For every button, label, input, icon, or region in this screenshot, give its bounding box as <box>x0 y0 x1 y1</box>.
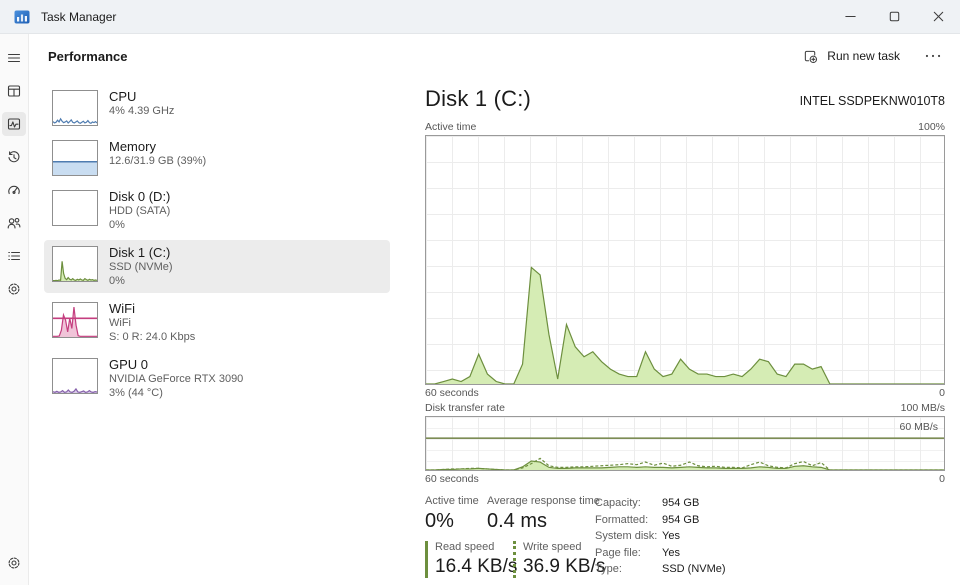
write-speed-block: Write speed 36.9 KB/s <box>513 541 605 578</box>
menu-icon[interactable] <box>2 46 26 70</box>
sidebar-item-details[interactable] <box>2 244 26 268</box>
window-title: Task Manager <box>41 9 117 24</box>
list-item-disk1[interactable]: Disk 1 (C:) SSD (NVMe) 0% <box>44 240 390 293</box>
gpu-model: NVIDIA GeForce RTX 3090 <box>109 373 244 385</box>
write-speed-value: 36.9 KB/s <box>523 556 606 577</box>
content-area: Performance Run new task <box>29 34 960 585</box>
disk1-mini-chart <box>52 246 98 282</box>
disk-stats: Active time 0% Average response time 0.4… <box>425 495 945 580</box>
list-item-disk0[interactable]: Disk 0 (D:) HDD (SATA) 0% <box>44 184 390 237</box>
gpu-title: GPU 0 <box>109 357 149 372</box>
cpu-mini-chart <box>52 90 98 126</box>
disk0-title: Disk 0 (D:) <box>109 189 171 204</box>
capacity-value: 954 GB <box>662 497 700 509</box>
run-new-task-button[interactable]: Run new task <box>793 43 910 70</box>
wifi-title: WiFi <box>109 301 135 316</box>
active-time-x-right: 0 <box>939 387 945 399</box>
sidebar-item-startup-apps[interactable] <box>2 178 26 202</box>
cpu-title: CPU <box>109 89 137 104</box>
memory-title: Memory <box>109 139 156 154</box>
task-manager-app-icon <box>14 9 30 25</box>
disk1-usage: 0% <box>109 274 125 287</box>
list-item-gpu[interactable]: GPU 0 NVIDIA GeForce RTX 3090 3% (44 °C) <box>44 352 390 405</box>
disk0-usage: 0% <box>109 218 125 231</box>
gpu-usage: 3% (44 °C) <box>109 386 163 399</box>
disk-properties: Capacity: 954 GB Formatted: 954 GB System … <box>595 495 726 580</box>
active-time-stat-label: Active time <box>425 495 479 507</box>
cpu-stats: 4% 4.39 GHz <box>109 105 175 117</box>
wifi-adapter: WiFi <box>109 317 131 329</box>
transfer-rate-chart: 60 MB/s <box>425 416 945 471</box>
titlebar: Task Manager <box>0 0 960 34</box>
nav-rail <box>0 34 29 585</box>
wifi-throughput: S: 0 R: 24.0 Kbps <box>109 330 196 343</box>
system-disk-value: Yes <box>662 530 680 542</box>
run-new-task-label: Run new task <box>827 49 900 63</box>
list-item-memory[interactable]: Memory 12.6/31.9 GB (39%) <box>44 134 390 181</box>
transfer-rate-x-right: 0 <box>939 473 945 485</box>
performance-device-list: CPU 4% 4.39 GHz Memory 12.6/31.9 GB (39%… <box>29 78 400 585</box>
list-item-cpu[interactable]: CPU 4% 4.39 GHz <box>44 84 390 131</box>
memory-mini-chart <box>52 140 98 176</box>
sidebar-item-services[interactable] <box>2 277 26 301</box>
transfer-rate-chart-label: Disk transfer rate <box>425 402 505 414</box>
settings-gear-icon[interactable] <box>2 551 26 575</box>
avg-response-stat-value: 0.4 ms <box>487 510 548 532</box>
window-controls <box>828 0 960 33</box>
read-speed-value: 16.4 KB/s <box>435 556 518 577</box>
page-header: Performance Run new task <box>29 34 960 78</box>
disk-detail-panel: Disk 1 (C:) INTEL SSDPEKNW010T8 Active t… <box>400 78 960 585</box>
maximize-button[interactable] <box>872 0 916 33</box>
run-new-task-icon <box>803 49 818 64</box>
active-time-chart-label: Active time <box>425 121 477 133</box>
transfer-rate-chart-max: 100 MB/s <box>900 402 945 414</box>
page-title: Performance <box>48 48 128 64</box>
transfer-rate-scale-label: 60 MB/s <box>899 421 938 433</box>
header-actions: Run new task <box>793 42 950 70</box>
sidebar-item-processes[interactable] <box>2 79 26 103</box>
sidebar-item-performance[interactable] <box>2 112 26 136</box>
read-speed-block: Read speed 16.4 KB/s <box>425 541 518 578</box>
active-time-chart-max: 100% <box>918 121 945 133</box>
memory-stats: 12.6/31.9 GB (39%) <box>109 155 207 167</box>
disk0-mini-chart <box>52 190 98 226</box>
more-options-icon[interactable] <box>916 42 950 70</box>
active-time-stat-value: 0% <box>425 510 454 532</box>
capacity-label: Capacity: <box>595 497 641 509</box>
avg-response-stat-label: Average response time <box>487 495 600 507</box>
list-item-wifi[interactable]: WiFi WiFi S: 0 R: 24.0 Kbps <box>44 296 390 349</box>
detail-title: Disk 1 (C:) <box>425 86 532 111</box>
active-time-chart <box>425 135 945 385</box>
transfer-rate-x-left: 60 seconds <box>425 473 479 485</box>
system-disk-label: System disk: <box>595 530 658 542</box>
read-speed-label: Read speed <box>435 541 495 553</box>
formatted-label: Formatted: <box>595 513 649 526</box>
disk1-type: SSD (NVMe) <box>109 261 173 273</box>
type-label: Type: <box>595 563 622 575</box>
write-speed-label: Write speed <box>523 541 582 553</box>
type-value: SSD (NVMe) <box>662 563 726 575</box>
sidebar-item-app-history[interactable] <box>2 145 26 169</box>
disk0-type: HDD (SATA) <box>109 205 171 217</box>
device-model: INTEL SSDPEKNW010T8 <box>799 94 945 108</box>
close-button[interactable] <box>916 0 960 33</box>
disk1-title: Disk 1 (C:) <box>109 245 171 260</box>
page-file-label: Page file: <box>595 546 641 559</box>
minimize-button[interactable] <box>828 0 872 33</box>
active-time-x-left: 60 seconds <box>425 387 479 399</box>
formatted-value: 954 GB <box>662 513 700 526</box>
wifi-mini-chart <box>52 302 98 338</box>
page-file-value: Yes <box>662 546 680 559</box>
gpu-mini-chart <box>52 358 98 394</box>
sidebar-item-users[interactable] <box>2 211 26 235</box>
